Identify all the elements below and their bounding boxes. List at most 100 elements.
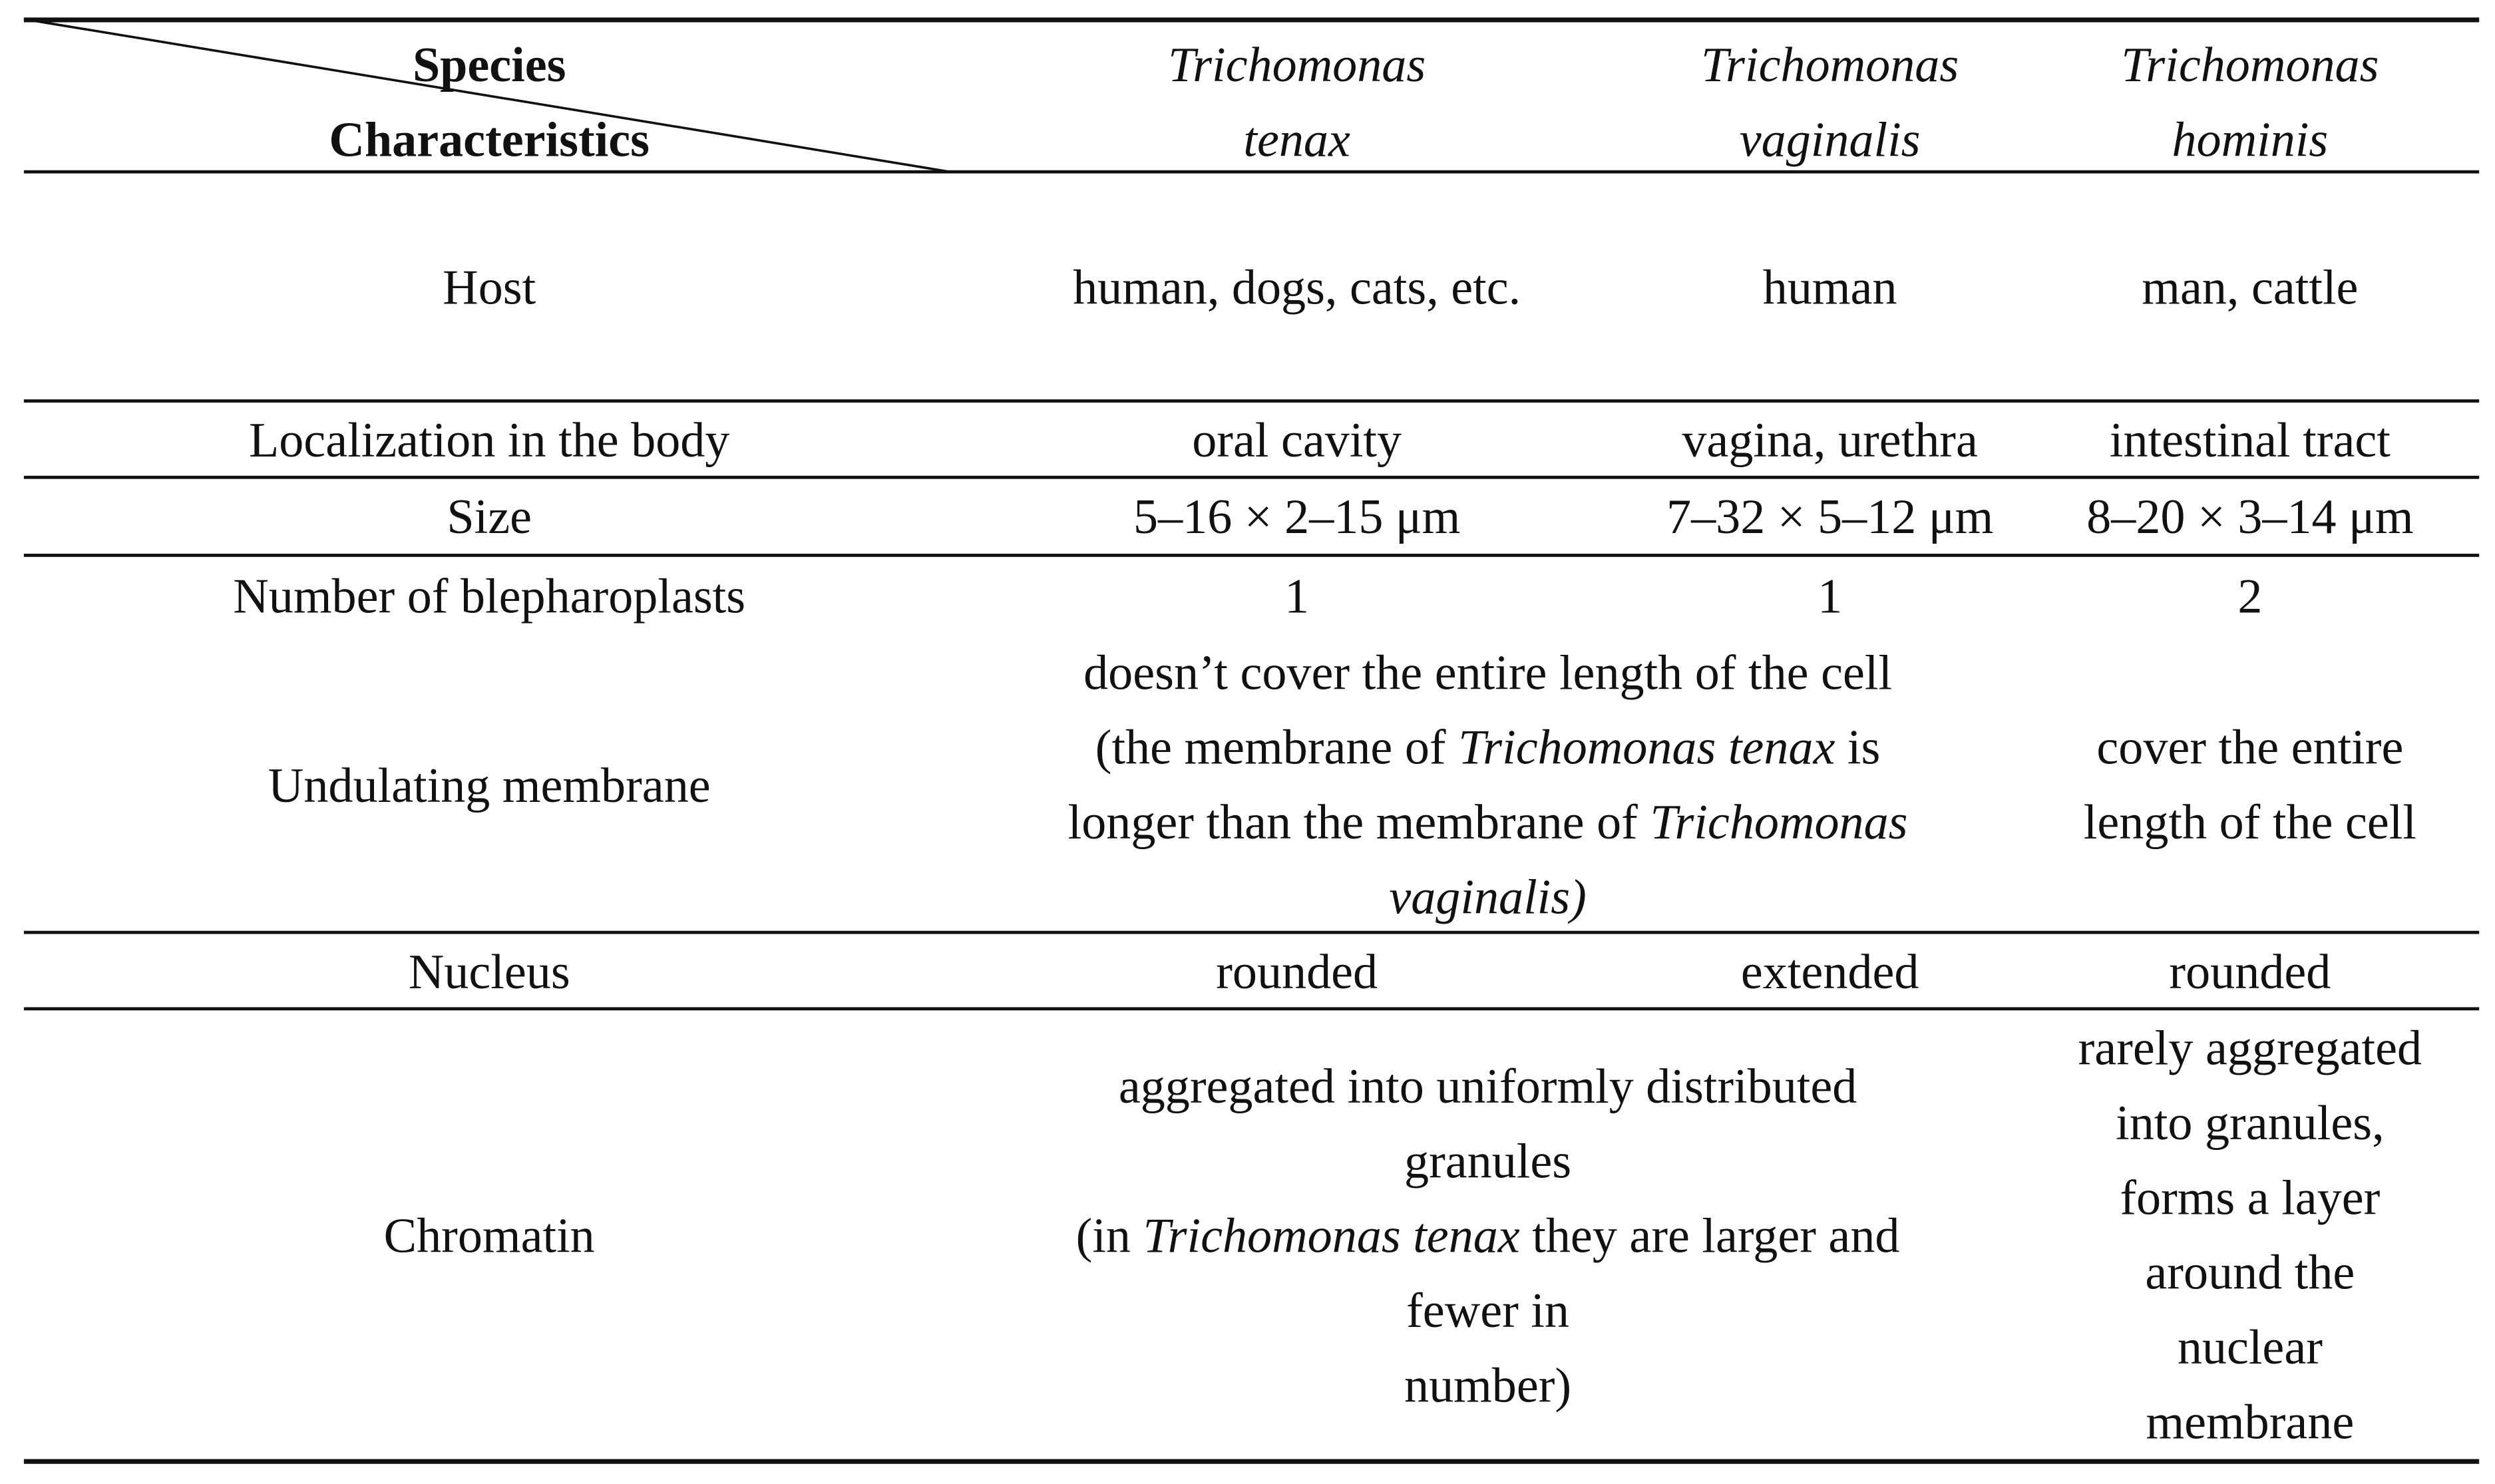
cell-line: doesn’t cover the entire length of the c…	[1083, 635, 1892, 709]
table-cell: 2	[2021, 555, 2480, 636]
table-cell: intestinal tract	[2021, 401, 2480, 478]
header-rule	[23, 170, 2480, 174]
cell-line: rarely aggregated	[2078, 1010, 2422, 1085]
header-line: vaginalis	[1739, 111, 1921, 168]
row-rule	[23, 475, 2480, 478]
table-cell: extended	[1639, 932, 2021, 1009]
corner-characteristics: Characteristics	[329, 111, 650, 168]
cell-line: around the	[2145, 1234, 2355, 1309]
text-run: longer than the membrane of	[1067, 794, 1650, 850]
cell-line: membrane	[2146, 1384, 2354, 1459]
text-run: fewer in	[1406, 1281, 1570, 1338]
corner-species: Species	[412, 36, 566, 93]
text-run: 7–32 × 5–12 μm	[1666, 488, 1994, 544]
text-run: 1	[1284, 568, 1310, 624]
cell-line: intestinal tract	[2110, 402, 2391, 476]
cell-line: fewer in	[1406, 1272, 1569, 1347]
text-run: man, cattle	[2142, 258, 2359, 315]
cell-line: nuclear	[2178, 1310, 2323, 1384]
header-line: Trichomonas	[2121, 36, 2379, 93]
text-run: oral cavity	[1192, 411, 1402, 467]
cell-line: oral cavity	[1192, 402, 1402, 476]
cell-line: human	[1763, 249, 1897, 323]
text-run: 5–16 × 2–15 μm	[1133, 488, 1461, 544]
cell-line: 8–20 × 3–14 μm	[2086, 479, 2413, 554]
text-run: into granules,	[2116, 1095, 2385, 1151]
cell-line: vaginalis)	[1389, 859, 1586, 934]
table-cell: human, dogs, cats, etc.	[955, 172, 1639, 401]
cell-line: (in Trichomonas tenax they are larger an…	[1076, 1197, 1900, 1272]
row-label: Undulating membrane	[268, 756, 711, 813]
row-label: Number of blepharoplasts	[233, 568, 746, 624]
cell-line: man, cattle	[2142, 249, 2358, 323]
table-cell: 1	[955, 555, 1639, 636]
column-header: Trichomonas hominis	[2021, 27, 2480, 177]
table-cell: 7–32 × 5–12 μm	[1639, 477, 2021, 555]
row-rule	[23, 399, 2480, 402]
table-cell: man, cattle	[2021, 172, 2480, 401]
text-run: (the membrane of	[1095, 719, 1459, 775]
row-rule	[23, 1007, 2480, 1010]
cell-line: 2	[2237, 558, 2262, 633]
header-line: Trichomonas	[1168, 36, 1426, 93]
text-run: doesn’t cover the entire length of the c…	[1083, 644, 1893, 701]
text-run: vaginalis)	[1389, 868, 1587, 925]
header-line: hominis	[2172, 111, 2329, 168]
cell-line: human, dogs, cats, etc.	[1073, 249, 1521, 323]
table-cell: rarely aggregated into granules, forms a l…	[2021, 1009, 2480, 1461]
text-run: they are larger and	[1519, 1206, 1900, 1263]
text-run: human	[1762, 258, 1897, 315]
row-label: Localization in the body	[248, 411, 730, 467]
table-cell: 8–20 × 3–14 μm	[2021, 477, 2480, 555]
header-line: Trichomonas	[1701, 36, 1959, 93]
text-run: vagina, urethra	[1682, 411, 1978, 467]
text-run: extended	[1740, 942, 1919, 999]
text-run: rarely aggregated	[2078, 1020, 2422, 1076]
row-rule	[23, 930, 2480, 934]
text-run: number)	[1404, 1356, 1572, 1413]
cell-line: into granules,	[2116, 1085, 2384, 1160]
cell-line: 1	[1284, 558, 1309, 633]
text-run: 2	[2237, 568, 2263, 624]
cell-line: 5–16 × 2–15 μm	[1133, 479, 1460, 554]
text-run: human, dogs, cats, etc.	[1073, 258, 1521, 315]
bottom-rule	[23, 1459, 2480, 1464]
text-run: 8–20 × 3–14 μm	[2086, 488, 2414, 544]
text-run: Trichomonas tenax	[1458, 719, 1835, 775]
text-run: is	[1835, 719, 1881, 775]
cell-line: granules	[1404, 1123, 1571, 1197]
table-cell: cover the entire length of the cell	[2021, 636, 2480, 932]
row-label: Size	[447, 488, 532, 544]
cell-line: vagina, urethra	[1682, 402, 1978, 476]
cell-line: rounded	[2169, 933, 2331, 1008]
cell-line: extended	[1741, 933, 1919, 1008]
row-label: Chromatin	[383, 1206, 595, 1263]
text-run: intestinal tract	[2109, 411, 2391, 467]
cell-line: 7–32 × 5–12 μm	[1666, 479, 1993, 554]
table-cell: 5–16 × 2–15 μm	[955, 477, 1639, 555]
text-run: Trichomonas	[1650, 794, 1908, 850]
row-rule	[23, 554, 2480, 556]
text-run: forms a layer	[2120, 1169, 2381, 1226]
table-cell: rounded	[955, 932, 1639, 1009]
table-cell: human	[1639, 172, 2021, 401]
table-cell: rounded	[2021, 932, 2480, 1009]
table-cell: oral cavity	[955, 401, 1639, 478]
text-run: (in	[1075, 1206, 1143, 1263]
text-run: length of the cell	[2083, 794, 2416, 850]
text-run: membrane	[2146, 1393, 2355, 1450]
table-cell: vagina, urethra	[1639, 401, 2021, 478]
cell-line: aggregated into uniformly distributed	[1119, 1047, 1857, 1122]
column-header: Trichomonas tenax	[955, 27, 1639, 177]
text-run: aggregated into uniformly distributed	[1118, 1057, 1857, 1113]
table-cell: doesn’t cover the entire length of the c…	[955, 636, 2021, 932]
row-label: Nucleus	[408, 942, 570, 999]
cell-line: rounded	[1216, 933, 1378, 1008]
text-run: around the	[2145, 1244, 2355, 1300]
text-run: rounded	[1216, 942, 1378, 999]
table-cell: aggregated into uniformly distributed gra…	[955, 1009, 2021, 1461]
cell-line: longer than the membrane of Trichomonas	[1068, 785, 1908, 859]
table-cell: 1	[1639, 555, 2021, 636]
